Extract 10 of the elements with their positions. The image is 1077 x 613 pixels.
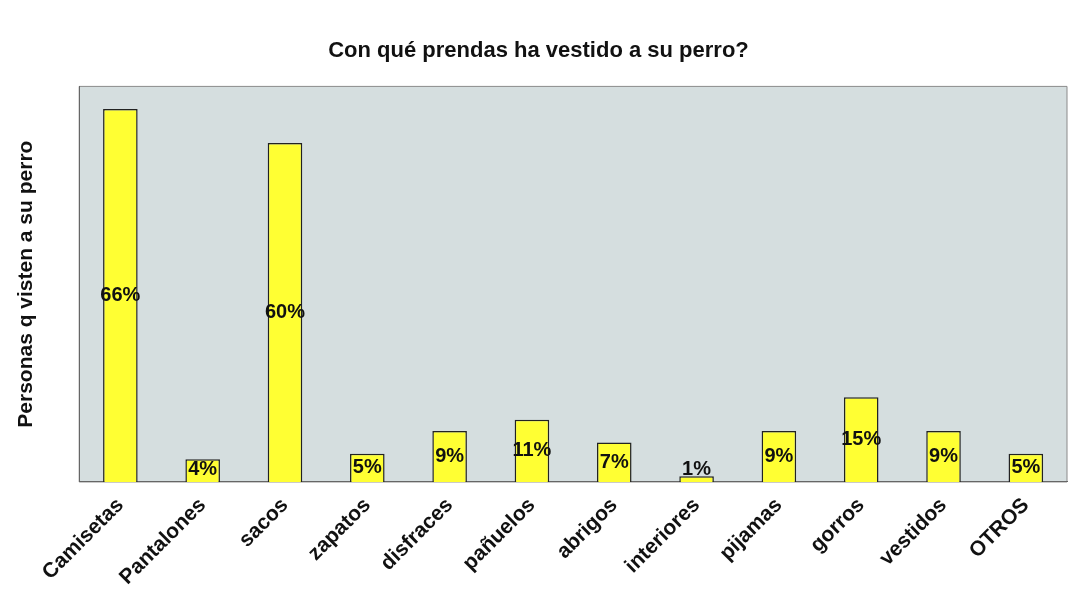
data-label: 5% bbox=[1011, 455, 1041, 478]
data-label: 7% bbox=[599, 449, 629, 472]
data-label: 4% bbox=[188, 457, 218, 480]
y-axis-title: Personas q visten a su perro bbox=[13, 140, 37, 428]
data-label: 5% bbox=[352, 455, 382, 478]
data-label: 9% bbox=[764, 444, 794, 467]
data-label: 1% bbox=[682, 457, 712, 480]
chart-title: Con qué prendas ha vestido a su perro? bbox=[328, 37, 749, 63]
data-label: 9% bbox=[435, 444, 465, 467]
data-label: 9% bbox=[929, 444, 959, 467]
